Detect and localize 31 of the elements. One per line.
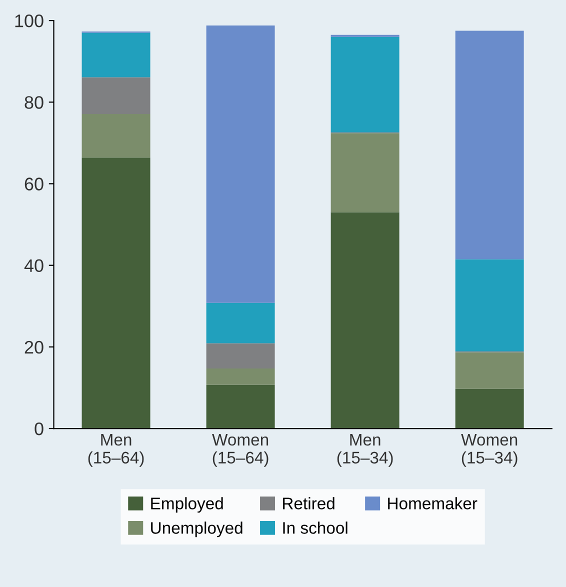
bar — [206, 25, 275, 303]
y-tick-label: 20 — [24, 340, 44, 354]
y-tick-label: 80 — [24, 96, 44, 109]
bar — [330, 212, 400, 429]
bar — [206, 368, 275, 385]
y-tick-label: 100 — [15, 14, 44, 28]
bar — [330, 36, 400, 132]
y-tick-label: 40 — [24, 259, 44, 272]
x-tick-label: Women (15–64) — [212, 434, 268, 467]
legend-label: Employed — [151, 497, 223, 513]
x-tick-label: Men (15–34) — [337, 434, 393, 467]
bar — [330, 133, 400, 212]
bar — [206, 343, 275, 369]
bar — [455, 259, 524, 352]
legend-label: Retired — [283, 497, 334, 510]
bar — [206, 302, 275, 344]
bar — [82, 77, 150, 114]
bar — [206, 384, 275, 429]
bar — [82, 32, 150, 78]
bar — [82, 114, 150, 158]
y-tick-label: 0 — [34, 422, 44, 436]
legend-label: Unemployed — [151, 522, 242, 538]
legend-label: Homemaker — [388, 497, 478, 510]
bar — [82, 158, 150, 429]
legend-label: In school — [283, 522, 348, 534]
x-tick-label: Women (15–34) — [461, 434, 518, 467]
bar — [455, 352, 524, 389]
y-tick-label: 60 — [24, 178, 44, 190]
x-tick-label: Men (15–64) — [88, 434, 144, 467]
bar — [455, 30, 524, 260]
bar — [455, 388, 524, 429]
